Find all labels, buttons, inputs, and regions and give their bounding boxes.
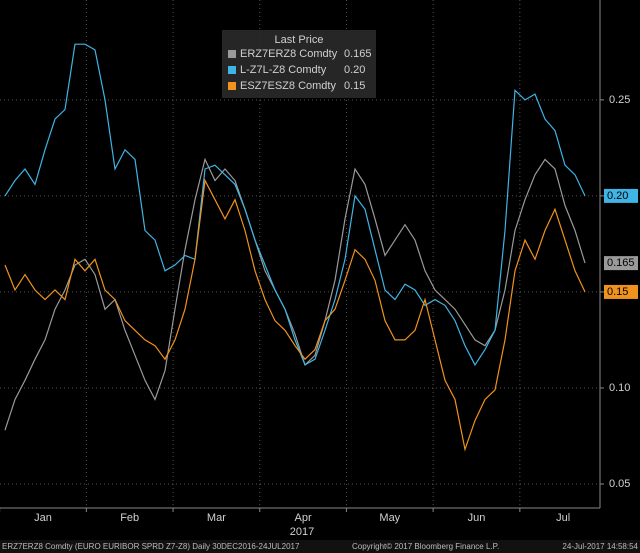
x-tick-label: Mar [207,512,226,524]
x-tick-label: May [379,512,400,524]
footer-left: ERZ7ERZ8 Comdty (EURO EURIBOR SPRD Z7-Z8… [2,542,300,551]
legend-label: ESZ7ESZ8 Comdty [240,80,336,92]
legend-box [222,30,376,98]
legend-swatch [228,66,236,74]
x-tick-label: Feb [120,512,139,524]
x-tick-label: Jan [34,512,52,524]
plot [4,43,586,452]
last-value-tag [604,188,638,203]
legend-swatch [228,82,236,90]
series-line [4,43,586,367]
legend-title: Last Price [275,34,324,46]
series-line [4,157,586,431]
series-line [4,178,586,452]
y-tick-label: 0.05 [609,478,630,490]
legend-label: L-Z7L-Z8 Comdty [240,64,327,76]
last-value-tag [604,284,638,299]
last-value-tag [604,256,638,271]
last-value-label: 0.165 [607,257,635,269]
legend-label: ERZ7ERZ8 Comdty [240,48,338,60]
footer-right: 24-Jul-2017 14:58:54 [562,542,638,551]
last-value-label: 0.15 [607,286,628,298]
footer-center: Copyright© 2017 Bloomberg Finance L.P. [352,542,499,551]
year-label: 2017 [290,526,314,538]
x-tick-label: Jun [468,512,486,524]
x-tick-label: Apr [295,512,312,524]
footer-bar [0,540,640,553]
legend-value: 0.15 [344,80,365,92]
legend-value: 0.20 [344,64,365,76]
x-tick-label: Jul [556,512,570,524]
last-value-label: 0.20 [607,190,628,202]
legend-swatch [228,50,236,58]
legend-value: 0.165 [344,48,372,60]
y-tick-label: 0.10 [609,382,630,394]
y-tick-label: 0.25 [609,94,630,106]
